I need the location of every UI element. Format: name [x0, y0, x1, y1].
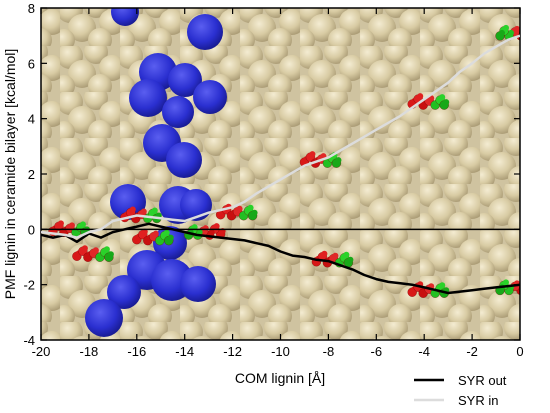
y-tick-label: 2: [28, 167, 35, 182]
lignin-molecule: [132, 228, 174, 246]
y-tick-label: 6: [28, 56, 35, 71]
y-tick-label: 4: [28, 112, 35, 127]
x-tick-label: -12: [223, 344, 242, 359]
lignin-molecule: [407, 93, 450, 110]
lignin-molecule: [72, 245, 114, 262]
lignin-molecule: [407, 281, 450, 298]
y-tick-label: -4: [23, 333, 35, 348]
y-axis-title: PMF lignin in ceramide bilayer [kcal/mol…: [2, 49, 18, 300]
series-line-syr-in: [41, 34, 520, 239]
x-tick-label: -6: [371, 344, 383, 359]
y-tick-label: 0: [28, 222, 35, 237]
x-tick-label: -16: [127, 344, 146, 359]
x-tick-label: -10: [271, 344, 290, 359]
x-tick-label: -2: [466, 344, 478, 359]
legend-label-syr-in: SYR in: [458, 393, 498, 408]
x-axis-title: COM lignin [Å]: [235, 370, 325, 386]
x-tick-label: -20: [32, 344, 51, 359]
series-line-syr-out: [41, 222, 520, 295]
y-tick-label: -2: [23, 278, 35, 293]
legend: SYR out SYR in: [414, 373, 507, 408]
x-tick-label: 0: [516, 344, 523, 359]
molecular-background: [41, 8, 520, 340]
x-tick-label: -14: [175, 344, 194, 359]
lignin-molecules: [48, 24, 520, 298]
lignin-molecule: [215, 203, 258, 221]
y-tick-label: 8: [28, 1, 35, 16]
x-tick-label: -8: [323, 344, 335, 359]
x-tick-label: -4: [418, 344, 430, 359]
x-tick-label: -18: [80, 344, 99, 359]
series-group: [41, 34, 520, 295]
legend-label-syr-out: SYR out: [458, 373, 507, 388]
